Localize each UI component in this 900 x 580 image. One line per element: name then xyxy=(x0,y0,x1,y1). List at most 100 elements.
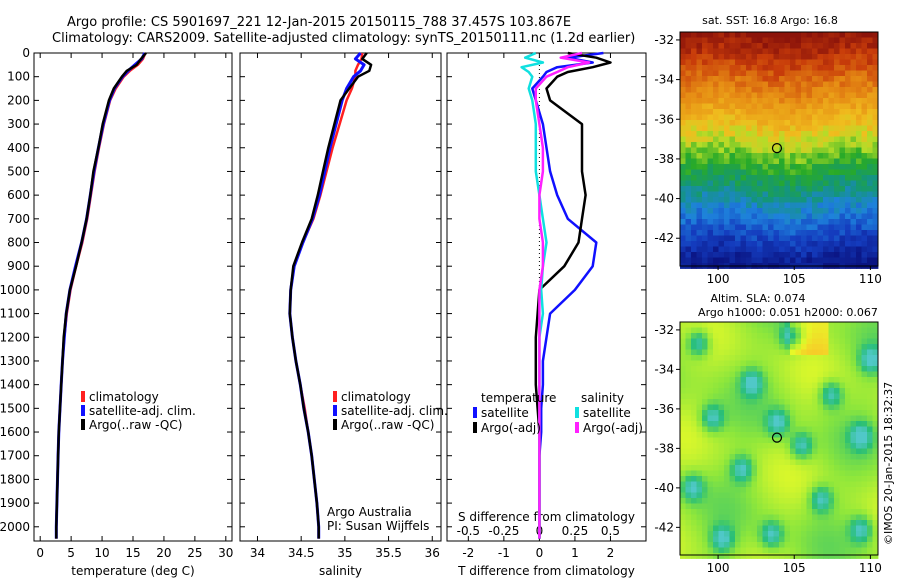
salinity-difference-tick-label: 0.5 xyxy=(601,524,620,538)
difference-legend-title-salinity: salinity xyxy=(581,391,624,405)
temperature-series-argo xyxy=(55,52,147,539)
depth-tick-label: 400 xyxy=(7,141,30,155)
sla_map-argo-location-marker xyxy=(771,432,783,443)
temperature-xtick-label: 20 xyxy=(156,546,171,560)
salinity-xtick-label: 35 xyxy=(337,546,352,560)
sst-map-title: sat. SST: 16.8 Argo: 16.8 xyxy=(702,14,838,27)
sst_map-ytick-label: -34 xyxy=(654,73,674,87)
sst_map-ytick-label: -42 xyxy=(654,231,674,245)
depth-tick-label: 300 xyxy=(7,117,30,131)
difference-xtick-label: 1 xyxy=(571,546,579,560)
sst_map-frame xyxy=(679,31,879,267)
salinity-legend-swatch xyxy=(333,419,337,430)
temperature-xtick-label: 5 xyxy=(67,546,75,560)
difference-series-temp-argo xyxy=(534,51,612,539)
difference-xtick-label: 2 xyxy=(607,546,615,560)
difference-legend-label: Argo(-adj) xyxy=(481,421,541,435)
depth-tick-label: 200 xyxy=(7,93,30,107)
salinity-series-satellite xyxy=(288,52,366,539)
sst-map-panel: sat. SST: 16.8 Argo: 16.8 100 105 110 -32 -34… xyxy=(654,14,881,286)
sla_map-field xyxy=(680,322,879,559)
salinity-difference-tick-label: 0.25 xyxy=(562,524,589,538)
difference-legend-label: Argo(-adj) xyxy=(583,421,643,435)
difference-legend-title-temperature: temperature xyxy=(481,391,556,405)
salinity-xtick-label: 36 xyxy=(425,546,440,560)
depth-tick-label: 1600 xyxy=(0,425,30,439)
difference-xtick-label: -2 xyxy=(462,546,474,560)
temperature-legend-swatch xyxy=(81,391,85,402)
sla_map-frame xyxy=(679,321,879,556)
salinity-annotation: Argo Australia xyxy=(327,505,412,519)
sst_map-ytick-label: -36 xyxy=(654,112,674,126)
difference-xlabel: T difference from climatology xyxy=(457,564,635,578)
temperature-legend-label: satellite-adj. clim. xyxy=(89,404,196,418)
salinity-axes-frame xyxy=(239,52,442,542)
salinity-legend-swatch xyxy=(333,391,337,402)
depth-tick-label: 500 xyxy=(7,164,30,178)
depth-tick-label: 2000 xyxy=(0,520,30,534)
temperature-xlabel: temperature (deg C) xyxy=(71,564,194,578)
difference-legend-swatch xyxy=(473,407,477,418)
sla_map-xtick-label: 110 xyxy=(859,561,882,575)
sla_map-ytick-label: -32 xyxy=(654,323,674,337)
salinity-panel: 34 34.5 35 35.5 36 salinity climatologysatelli… xyxy=(239,52,448,578)
sla-map-subtitle: Argo h1000: 0.051 h2000: 0.067 xyxy=(698,306,878,319)
figure-title-line2: Climatology: CARS2009. Satellite-adjuste… xyxy=(52,31,635,46)
difference-xtick-label: -1 xyxy=(498,546,510,560)
sla_map-ytick-label: -38 xyxy=(654,441,674,455)
temperature-xtick-label: 30 xyxy=(218,546,233,560)
salinity-legend-label: climatology xyxy=(341,390,411,404)
difference-series-sal-argo xyxy=(534,51,591,539)
sst_map-xtick-label: 110 xyxy=(859,272,882,286)
difference-xtick-label: 0 xyxy=(536,546,544,560)
difference-axes-frame xyxy=(446,52,647,542)
salinity-series-climatology xyxy=(288,52,364,539)
salinity-xtick-label: 34 xyxy=(250,546,265,560)
depth-tick-label: 1500 xyxy=(0,401,30,415)
difference-legend-swatch xyxy=(473,422,477,433)
sla_map-xtick-label: 105 xyxy=(783,561,806,575)
sla_map-ytick-label: -34 xyxy=(654,362,674,376)
temperature-panel: 0 5 10 15 20 25 300100200300400500600700800900… xyxy=(0,46,233,578)
difference-panel: -2 -1 0 1 2 T difference from climatology -0.5… xyxy=(446,51,647,578)
sst_map-ytick-label: -40 xyxy=(654,192,674,206)
salinity-xtick-label: 34.5 xyxy=(288,546,315,560)
temperature-legend-swatch xyxy=(81,405,85,416)
difference-legend-swatch xyxy=(575,422,579,433)
difference-legend-label: satellite xyxy=(583,406,631,420)
temperature-legend-label: Argo(..raw -QC) xyxy=(89,418,182,432)
depth-tick-label: 1200 xyxy=(0,330,30,344)
temperature-legend-label: climatology xyxy=(89,390,159,404)
sla-map-title: Altim. SLA: 0.074 xyxy=(710,292,805,305)
salinity-legend-swatch xyxy=(333,405,337,416)
sst_map-ytick-label: -38 xyxy=(654,152,674,166)
sst_map-xtick-label: 105 xyxy=(783,272,806,286)
depth-tick-label: 800 xyxy=(7,236,30,250)
difference-series-temp-satellite xyxy=(531,51,604,539)
salinity-xlabel: salinity xyxy=(319,564,362,578)
depth-tick-label: 1100 xyxy=(0,307,30,321)
sst_map-ytick-label: -32 xyxy=(654,33,674,47)
difference-legend-swatch xyxy=(575,407,579,418)
sla_map-xtick-label: 100 xyxy=(707,561,730,575)
salinity-annotation: PI: Susan Wijffels xyxy=(327,519,429,533)
salinity-xtick-label: 35.5 xyxy=(375,546,402,560)
depth-tick-label: 1400 xyxy=(0,378,30,392)
salinity-series-argo xyxy=(288,52,373,539)
depth-tick-label: 1900 xyxy=(0,496,30,510)
salinity-difference-tick-label: -0.5 xyxy=(457,524,480,538)
depth-tick-label: 600 xyxy=(7,188,30,202)
temperature-xtick-label: 15 xyxy=(125,546,140,560)
temperature-legend-swatch xyxy=(81,419,85,430)
sla_map-ytick-label: -36 xyxy=(654,402,674,416)
depth-tick-label: 0 xyxy=(22,46,30,60)
salinity-difference-xlabel: S difference from climatology xyxy=(458,510,635,524)
sla_map-ytick-label: -42 xyxy=(654,520,674,534)
salinity-legend-label: Argo(..raw -QC) xyxy=(341,418,434,432)
difference-legend-label: satellite xyxy=(481,406,529,420)
sla_map-ytick-label: -40 xyxy=(654,481,674,495)
depth-tick-label: 1000 xyxy=(0,283,30,297)
depth-tick-label: 1800 xyxy=(0,472,30,486)
